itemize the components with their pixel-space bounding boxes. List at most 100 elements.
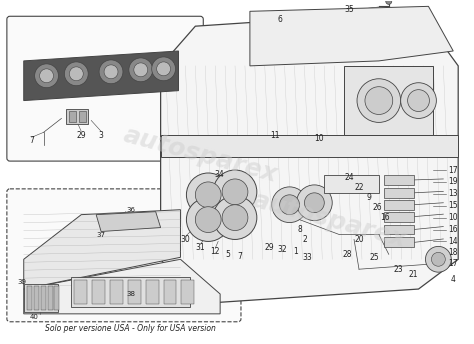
- Text: 10: 10: [315, 134, 324, 143]
- Text: 29: 29: [265, 243, 274, 252]
- Circle shape: [64, 62, 88, 86]
- Bar: [92, 280, 105, 304]
- Text: 17: 17: [448, 259, 458, 268]
- Text: 35: 35: [344, 5, 354, 14]
- Circle shape: [35, 64, 58, 88]
- Text: 24: 24: [344, 173, 354, 182]
- Text: 7: 7: [237, 252, 242, 261]
- Circle shape: [408, 90, 429, 111]
- Circle shape: [152, 57, 175, 81]
- Text: 14: 14: [448, 237, 458, 246]
- Circle shape: [426, 246, 451, 272]
- Bar: [34, 286, 38, 310]
- Text: 16: 16: [380, 213, 390, 222]
- Bar: [110, 280, 123, 304]
- Text: 29: 29: [76, 131, 86, 140]
- Bar: [41, 286, 46, 310]
- Text: 33: 33: [302, 253, 312, 262]
- Text: Solo per versione USA - Only for USA version: Solo per versione USA - Only for USA ver…: [46, 324, 216, 333]
- Polygon shape: [250, 6, 453, 66]
- Polygon shape: [24, 259, 220, 314]
- Circle shape: [69, 67, 83, 81]
- Circle shape: [195, 182, 221, 208]
- Text: 7: 7: [29, 136, 34, 145]
- Text: 31: 31: [195, 243, 205, 252]
- Text: 21: 21: [409, 270, 419, 279]
- Text: 30: 30: [181, 235, 190, 244]
- Circle shape: [40, 69, 54, 83]
- Circle shape: [357, 79, 401, 122]
- Text: 12: 12: [210, 247, 220, 256]
- Bar: [66, 108, 88, 125]
- Text: 18: 18: [448, 248, 458, 257]
- Text: 38: 38: [127, 291, 136, 297]
- Polygon shape: [24, 51, 179, 100]
- Circle shape: [186, 198, 230, 241]
- Text: 26: 26: [372, 203, 382, 212]
- Text: 5: 5: [226, 250, 230, 259]
- Bar: [344, 66, 433, 135]
- Text: 28: 28: [342, 250, 352, 259]
- Text: 3: 3: [99, 131, 103, 140]
- Text: 32: 32: [278, 245, 287, 254]
- Text: autosparex: autosparex: [120, 123, 280, 187]
- Text: 40: 40: [29, 314, 38, 320]
- Bar: [182, 280, 194, 304]
- Bar: [47, 286, 53, 310]
- Polygon shape: [24, 210, 181, 289]
- Circle shape: [297, 185, 332, 221]
- Polygon shape: [161, 11, 458, 304]
- Bar: [27, 286, 32, 310]
- Text: 22: 22: [354, 183, 364, 192]
- Bar: [128, 280, 141, 304]
- Bar: [384, 237, 413, 247]
- Circle shape: [134, 63, 148, 77]
- Circle shape: [222, 179, 248, 205]
- Bar: [24, 284, 58, 312]
- Circle shape: [156, 62, 171, 76]
- Text: 8: 8: [297, 225, 302, 234]
- Text: 2: 2: [302, 235, 307, 244]
- Circle shape: [386, 0, 392, 4]
- Circle shape: [304, 193, 324, 213]
- Bar: [384, 225, 413, 235]
- Text: 4: 4: [451, 275, 456, 283]
- Bar: [161, 135, 458, 157]
- Circle shape: [129, 58, 153, 82]
- Text: 39: 39: [18, 279, 27, 285]
- Bar: [146, 280, 159, 304]
- Text: 19: 19: [448, 178, 458, 186]
- Circle shape: [213, 196, 257, 239]
- Bar: [384, 175, 413, 185]
- Text: 25: 25: [369, 253, 379, 262]
- Text: 20: 20: [354, 235, 364, 244]
- Text: 15: 15: [448, 201, 458, 210]
- Text: 34: 34: [214, 171, 224, 180]
- Text: 16: 16: [448, 225, 458, 234]
- Circle shape: [272, 187, 308, 223]
- Circle shape: [195, 207, 221, 233]
- FancyBboxPatch shape: [7, 16, 203, 161]
- Text: 10: 10: [448, 213, 458, 222]
- Text: 6: 6: [277, 15, 282, 24]
- Circle shape: [401, 83, 437, 118]
- Text: 37: 37: [97, 233, 106, 238]
- Circle shape: [222, 205, 248, 230]
- Text: 13: 13: [448, 189, 458, 198]
- Text: 36: 36: [127, 207, 136, 213]
- Bar: [79, 110, 86, 122]
- Circle shape: [99, 60, 123, 84]
- Circle shape: [186, 173, 230, 217]
- Text: 23: 23: [394, 265, 403, 274]
- Bar: [384, 188, 413, 198]
- Text: autosparex: autosparex: [249, 187, 409, 252]
- Bar: [69, 110, 76, 122]
- Polygon shape: [96, 212, 161, 232]
- Bar: [74, 280, 87, 304]
- Circle shape: [431, 252, 445, 266]
- Circle shape: [104, 65, 118, 79]
- Circle shape: [280, 195, 300, 215]
- Circle shape: [365, 87, 393, 115]
- Circle shape: [213, 170, 257, 214]
- Bar: [55, 286, 59, 310]
